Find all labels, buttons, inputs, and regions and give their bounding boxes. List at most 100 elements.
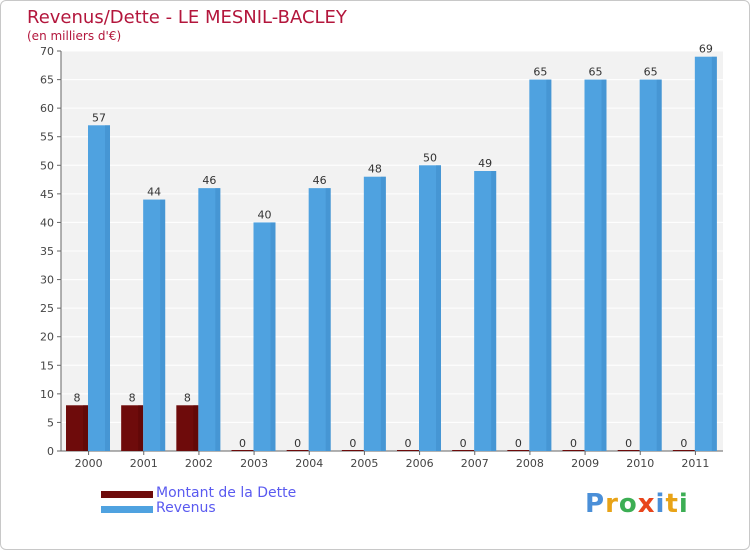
data-label: 0 bbox=[349, 437, 356, 450]
y-tick-label: 30 bbox=[40, 274, 54, 287]
x-tick-label: 2007 bbox=[461, 457, 489, 470]
data-label: 0 bbox=[405, 437, 412, 450]
bar-shade bbox=[711, 56, 717, 451]
data-label: 50 bbox=[423, 151, 437, 164]
y-tick-label: 20 bbox=[40, 331, 54, 344]
chart-subtitle: (en milliers d'€) bbox=[27, 29, 122, 43]
proxiti-logo: Proxiti bbox=[585, 489, 689, 519]
bar-revenus bbox=[584, 79, 607, 452]
data-label: 0 bbox=[625, 437, 632, 450]
data-label: 8 bbox=[129, 391, 136, 404]
logo-letter: x bbox=[637, 489, 656, 519]
bar-revenus bbox=[694, 56, 717, 451]
chart-title: Revenus/Dette - LE MESNIL-BACLEY bbox=[27, 7, 347, 28]
logo-letter: o bbox=[618, 489, 638, 519]
data-label: 8 bbox=[184, 391, 191, 404]
data-label: 46 bbox=[313, 174, 327, 187]
data-label: 8 bbox=[74, 391, 81, 404]
data-label: 40 bbox=[258, 208, 272, 221]
bar-dette bbox=[452, 450, 475, 451]
x-tick-label: 2004 bbox=[295, 457, 323, 470]
bar-dette bbox=[397, 450, 419, 451]
x-tick-label: 2005 bbox=[350, 457, 378, 470]
data-label: 0 bbox=[680, 437, 687, 450]
bar-revenus bbox=[363, 176, 386, 451]
y-tick-label: 70 bbox=[40, 45, 54, 58]
x-tick-label: 2002 bbox=[185, 457, 213, 470]
data-label: 48 bbox=[368, 163, 382, 176]
bar-shade bbox=[601, 79, 607, 452]
bar-dette bbox=[672, 450, 695, 451]
bar-shade bbox=[656, 79, 662, 452]
bar-dette bbox=[562, 450, 585, 451]
x-tick-label: 2001 bbox=[130, 457, 158, 470]
y-tick-label: 55 bbox=[40, 131, 54, 144]
data-label: 0 bbox=[570, 437, 577, 450]
bar-dette bbox=[121, 405, 144, 451]
x-tick-label: 2006 bbox=[406, 457, 434, 470]
legend-swatch-revenus bbox=[101, 506, 153, 513]
data-label: 57 bbox=[92, 111, 106, 124]
bar-shade bbox=[105, 125, 110, 452]
bar-dette bbox=[66, 405, 88, 451]
bar-revenus bbox=[308, 188, 331, 451]
y-tick-label: 25 bbox=[40, 302, 54, 315]
bar-shade bbox=[380, 176, 386, 451]
bar-shade bbox=[325, 188, 331, 451]
y-tick-label: 10 bbox=[40, 388, 54, 401]
x-tick-label: 2010 bbox=[626, 457, 654, 470]
data-label: 49 bbox=[478, 157, 492, 170]
logo-letter: P bbox=[585, 489, 606, 519]
y-tick-label: 60 bbox=[40, 102, 54, 115]
data-label: 0 bbox=[294, 437, 301, 450]
bar-shade bbox=[270, 222, 276, 451]
x-tick-label: 2000 bbox=[75, 457, 103, 470]
bar-revenus bbox=[253, 222, 276, 451]
y-tick-label: 40 bbox=[40, 216, 54, 229]
bar-shade bbox=[436, 165, 441, 452]
bar-dette bbox=[507, 450, 530, 451]
y-tick-label: 50 bbox=[40, 159, 54, 172]
data-label: 46 bbox=[202, 174, 216, 187]
data-label: 65 bbox=[644, 66, 658, 79]
bar-dette bbox=[176, 405, 199, 451]
bar-shade bbox=[83, 405, 88, 451]
data-label: 65 bbox=[589, 66, 603, 79]
data-label: 0 bbox=[515, 437, 522, 450]
bar-shade bbox=[160, 199, 166, 451]
data-label: 69 bbox=[699, 43, 713, 56]
x-tick-label: 2008 bbox=[516, 457, 544, 470]
bar-revenus bbox=[529, 79, 552, 452]
bar-revenus bbox=[419, 165, 441, 452]
bar-revenus bbox=[198, 188, 221, 451]
logo-letter: r bbox=[605, 489, 619, 519]
bar-shade bbox=[546, 79, 552, 452]
legend-label-revenus: Revenus bbox=[156, 500, 216, 516]
bar-shade bbox=[491, 171, 497, 451]
bar-revenus bbox=[143, 199, 166, 451]
y-tick-label: 5 bbox=[47, 416, 54, 429]
y-tick-label: 35 bbox=[40, 245, 54, 258]
legend-label-dette: Montant de la Dette bbox=[156, 485, 297, 501]
data-label: 65 bbox=[533, 66, 547, 79]
bar-dette bbox=[286, 450, 309, 451]
logo-letter: t bbox=[665, 489, 679, 519]
bar-dette bbox=[231, 450, 254, 451]
logo-letter: i bbox=[655, 489, 666, 519]
x-tick-label: 2003 bbox=[240, 457, 268, 470]
bar-revenus bbox=[639, 79, 662, 452]
data-label: 44 bbox=[147, 186, 161, 199]
data-label: 0 bbox=[460, 437, 467, 450]
x-tick-label: 2011 bbox=[681, 457, 709, 470]
bar-dette bbox=[341, 450, 364, 451]
y-tick-label: 15 bbox=[40, 359, 54, 372]
bar-shade bbox=[193, 405, 199, 451]
legend-swatch-dette bbox=[101, 491, 153, 498]
bar-shade bbox=[215, 188, 221, 451]
bar-dette bbox=[617, 450, 640, 451]
bar-revenus bbox=[88, 125, 110, 452]
y-tick-label: 45 bbox=[40, 188, 54, 201]
y-tick-label: 0 bbox=[47, 445, 54, 458]
